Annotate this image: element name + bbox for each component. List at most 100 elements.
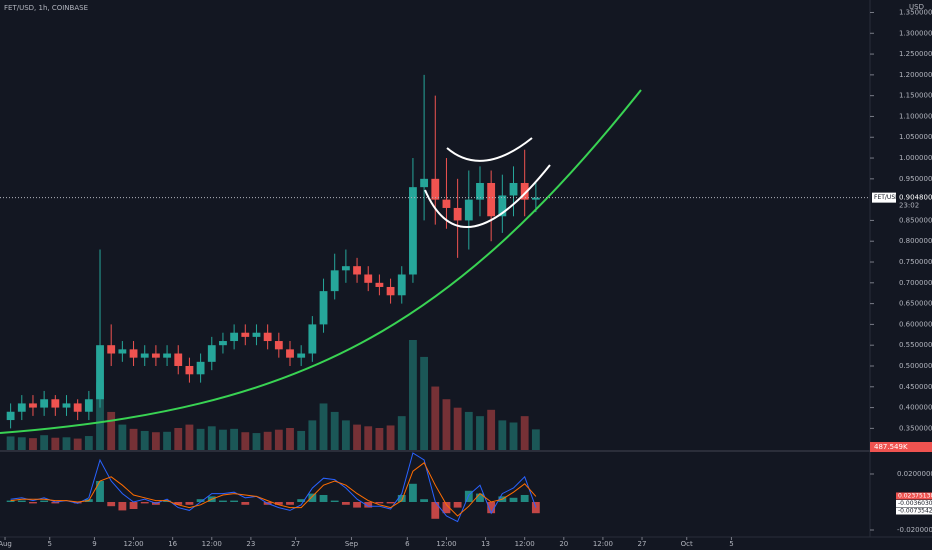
candle-body bbox=[84, 399, 93, 412]
candle-body bbox=[341, 266, 350, 271]
y-tick-label: 1.20000000 bbox=[899, 71, 932, 79]
candle-body bbox=[129, 349, 138, 358]
candle-body bbox=[420, 178, 429, 188]
histogram-bar bbox=[409, 483, 417, 502]
countdown: 23:02 bbox=[899, 202, 919, 210]
candle-body bbox=[6, 411, 15, 421]
cup-bottom-arc bbox=[424, 164, 551, 228]
x-tick-label: 12:00 bbox=[593, 540, 613, 548]
y-tick-label: 0.95000000 bbox=[899, 175, 932, 183]
histogram-bar bbox=[330, 500, 339, 502]
y-tick-label: 0.50000000 bbox=[899, 362, 932, 370]
candle-body bbox=[409, 187, 417, 275]
candle-body bbox=[241, 332, 250, 337]
y-tick-label: 1.05000000 bbox=[899, 133, 932, 141]
indicator-line bbox=[10, 452, 537, 523]
volume-bar bbox=[420, 356, 429, 450]
volume-bar bbox=[29, 438, 37, 450]
volume-bar bbox=[498, 420, 507, 450]
candle-body bbox=[140, 353, 149, 358]
cup-top-arc bbox=[446, 137, 533, 162]
volume-bar bbox=[386, 425, 395, 450]
candle-body bbox=[219, 341, 227, 346]
x-tick-label: Aug bbox=[0, 540, 12, 548]
volume-bar bbox=[174, 428, 183, 450]
candle-body bbox=[40, 399, 49, 408]
volume-bar bbox=[375, 428, 384, 450]
y-tick-label: 1.35000000 bbox=[899, 8, 932, 16]
x-tick-label: Sep bbox=[345, 540, 359, 548]
y-tick-label: 0.35000000 bbox=[899, 424, 932, 432]
histogram-bar bbox=[308, 493, 317, 502]
histogram-bar bbox=[219, 500, 227, 502]
volume-bar bbox=[341, 420, 350, 450]
volume-bar bbox=[207, 426, 216, 450]
histogram-bar bbox=[40, 500, 49, 502]
y2-tick-label: -0.02000000 bbox=[897, 526, 932, 534]
volume-bar bbox=[219, 429, 227, 450]
volume-bar bbox=[464, 411, 473, 450]
y-tick-label: 0.65000000 bbox=[899, 300, 932, 308]
indicator-line bbox=[10, 462, 537, 517]
volume-bar bbox=[252, 433, 261, 450]
readout-bg bbox=[896, 492, 932, 500]
y-tick-label: 0.40000000 bbox=[899, 404, 932, 412]
candle-body bbox=[252, 332, 261, 337]
candle-body bbox=[442, 199, 451, 208]
x-tick-label: 27 bbox=[291, 540, 300, 548]
x-tick-label: 23 bbox=[246, 540, 255, 548]
histogram-bar bbox=[196, 499, 205, 502]
candle-body bbox=[330, 270, 339, 292]
readout-bg bbox=[896, 500, 932, 507]
last-price-label: 0.90480000 bbox=[899, 194, 932, 202]
histogram-bar bbox=[185, 501, 194, 505]
candle-body bbox=[308, 324, 317, 354]
volume-bar bbox=[62, 437, 71, 450]
y-tick-label: 0.55000000 bbox=[899, 341, 932, 349]
histogram-bar bbox=[96, 480, 104, 502]
plot-area bbox=[6, 74, 540, 523]
volume-tag-bg bbox=[870, 442, 932, 452]
candle-body bbox=[96, 345, 104, 400]
volume-bar bbox=[73, 438, 82, 450]
histogram-bar bbox=[140, 501, 149, 504]
candle-body bbox=[118, 349, 127, 354]
volume-bar bbox=[84, 436, 93, 450]
candle-body bbox=[62, 403, 71, 408]
x-tick-label: 9 bbox=[92, 540, 96, 548]
x-tick-label: 12:00 bbox=[436, 540, 456, 548]
volume-bar bbox=[409, 340, 417, 450]
histogram-bar bbox=[442, 501, 451, 514]
candle-body bbox=[207, 345, 216, 362]
candle-body bbox=[509, 182, 518, 196]
volume-bar bbox=[40, 435, 49, 450]
candle-body bbox=[431, 178, 440, 200]
volume-bar bbox=[196, 428, 205, 450]
candle-body bbox=[73, 403, 82, 412]
histogram-bar bbox=[6, 500, 15, 502]
histogram-bar bbox=[163, 500, 171, 502]
volume-bar bbox=[531, 429, 540, 450]
volume-bar bbox=[319, 403, 328, 450]
candle-body bbox=[353, 266, 361, 275]
trend-curve bbox=[0, 89, 642, 434]
volume-bar bbox=[364, 426, 373, 450]
y-tick-label: 0.85000000 bbox=[899, 216, 932, 224]
y-tick-label: 0.75000000 bbox=[899, 258, 932, 266]
candle-body bbox=[531, 197, 540, 200]
histogram-bar bbox=[107, 501, 116, 507]
candle-body bbox=[230, 332, 239, 342]
readout: -0.00360309 bbox=[898, 500, 932, 507]
histogram-bar bbox=[118, 501, 127, 511]
histogram-bar bbox=[420, 499, 429, 502]
histogram-bar bbox=[297, 499, 306, 502]
histogram-bar bbox=[520, 494, 529, 502]
volume-bar bbox=[151, 432, 160, 450]
y-tick-label: 1.00000000 bbox=[899, 154, 932, 162]
volume-bar bbox=[308, 420, 317, 450]
volume-bar bbox=[140, 430, 149, 450]
symbol-tag: FET/USD bbox=[874, 194, 900, 201]
candle-body bbox=[151, 353, 160, 358]
volume-bar bbox=[107, 411, 116, 450]
